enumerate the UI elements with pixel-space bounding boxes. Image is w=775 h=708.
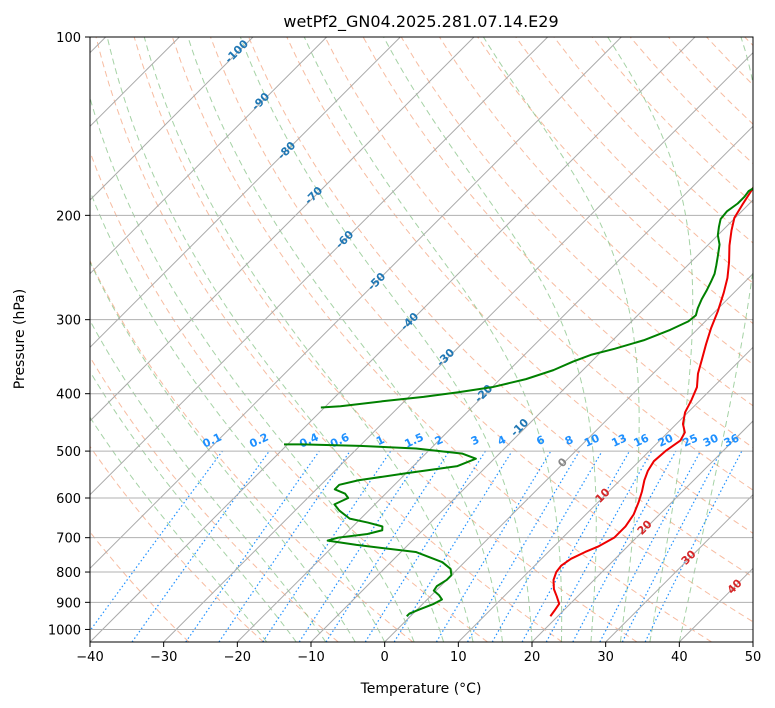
isotherm	[457, 346, 753, 642]
y-axis-ticks: 100 200 300 400 500 600 700 800 900 1000	[48, 31, 90, 638]
isotherm	[605, 493, 753, 642]
dry-adiabat	[95, 37, 563, 642]
dry-adiabat	[324, 37, 753, 491]
dry-adiabat	[286, 37, 753, 534]
mixing-ratio-label: 16	[632, 431, 652, 449]
x-axis-label: Temperature (°C)	[360, 681, 482, 697]
y-axis-label: Pressure (hPa)	[12, 289, 28, 389]
mixing-ratio-label: 30	[701, 431, 721, 449]
isotherm	[531, 420, 753, 642]
dry-adiabats	[90, 37, 753, 642]
plot-area: -100-90-80-70-60-50-40-30-20-10010203040…	[90, 37, 753, 642]
mixing-ratio-line	[325, 450, 450, 642]
dry-adiabat	[90, 445, 264, 642]
x-axis-ticks: −40 −30 −20 −10 0 10 20 30 40 50	[76, 642, 761, 665]
moist-adiabat	[482, 37, 640, 642]
mixing-ratio-line	[131, 450, 270, 642]
isotherm	[90, 37, 254, 201]
y-tick-label: 700	[56, 532, 81, 547]
mixing-ratio-label: 36	[722, 431, 742, 449]
moist-adiabat	[239, 37, 533, 642]
mixing-ratio-line	[644, 450, 743, 642]
dry-adiabat	[90, 356, 339, 642]
x-tick-label: 50	[745, 650, 762, 665]
isotherms	[90, 37, 753, 642]
x-tick-label: 20	[524, 650, 541, 665]
isotherm	[90, 37, 622, 570]
y-tick-label: 900	[56, 596, 81, 611]
isotherm	[90, 37, 475, 422]
y-tick-label: 200	[56, 209, 81, 224]
isotherm	[90, 37, 696, 642]
pressure-gridlines	[90, 37, 753, 630]
moist-adiabat	[90, 416, 268, 642]
x-tick-label: −40	[76, 650, 103, 665]
mixing-ratio-label: 25	[681, 431, 700, 449]
moist-adiabat	[143, 37, 474, 642]
isotherm	[90, 37, 401, 349]
mixing-ratio-lines	[90, 450, 743, 642]
y-tick-label: 500	[56, 445, 81, 460]
moist-adiabat	[90, 260, 356, 642]
dry-adiabat	[171, 37, 712, 642]
mixing-ratio-line	[545, 450, 653, 642]
mixing-ratio-line	[572, 450, 677, 642]
moist-adiabat	[106, 37, 445, 642]
mixing-ratio-line	[393, 450, 513, 642]
x-tick-label: −10	[297, 650, 324, 665]
x-tick-label: 10	[450, 650, 467, 665]
y-tick-label: 300	[56, 314, 81, 329]
isotherm	[163, 51, 753, 642]
moist-adiabat	[187, 37, 504, 642]
mixing-ratio-line	[298, 450, 425, 642]
x-tick-label: −20	[224, 650, 251, 665]
dry-adiabat	[133, 37, 638, 642]
y-tick-label: 800	[56, 566, 81, 581]
x-tick-label: −30	[150, 650, 177, 665]
moist-adiabat	[303, 37, 563, 642]
mixing-ratio-label: 13	[609, 431, 628, 449]
mixing-ratio-line	[90, 450, 223, 632]
x-tick-label: 0	[381, 650, 389, 665]
dry-adiabat	[210, 37, 753, 623]
dry-adiabat	[90, 259, 414, 642]
x-tick-label: 40	[671, 650, 688, 665]
mixing-ratio-label: 20	[656, 431, 676, 449]
isotherm	[310, 199, 753, 642]
isotherm	[90, 37, 328, 275]
mixing-ratio-label: 10	[582, 431, 602, 449]
mixing-ratio-line	[218, 450, 351, 642]
isotherm	[384, 272, 753, 642]
series-dewpoint	[283, 443, 477, 617]
profile-series	[283, 186, 753, 617]
series-temperature	[549, 186, 753, 617]
moist-adiabat	[90, 370, 297, 642]
x-tick-label: 30	[597, 650, 614, 665]
dry-adiabat	[248, 37, 753, 578]
moist-adiabat	[383, 37, 597, 642]
moist-adiabat	[90, 319, 327, 642]
moist-adiabat	[90, 189, 386, 642]
y-tick-label: 400	[56, 388, 81, 403]
y-tick-label: 600	[56, 492, 81, 507]
plot-frame	[89, 36, 754, 643]
isotherm	[90, 37, 549, 496]
moist-adiabat	[607, 37, 694, 642]
series-dewpoint-upper	[320, 187, 753, 409]
y-tick-label: 1000	[48, 623, 81, 638]
dry-adiabat	[515, 37, 753, 284]
y-tick-label: 100	[56, 31, 81, 46]
moist-adiabat	[678, 37, 753, 642]
chart-title: wetPf2_GN04.2025.281.07.14.E29	[283, 12, 558, 32]
mixing-ratio-line	[185, 450, 320, 642]
mixing-ratio-line	[262, 450, 392, 642]
